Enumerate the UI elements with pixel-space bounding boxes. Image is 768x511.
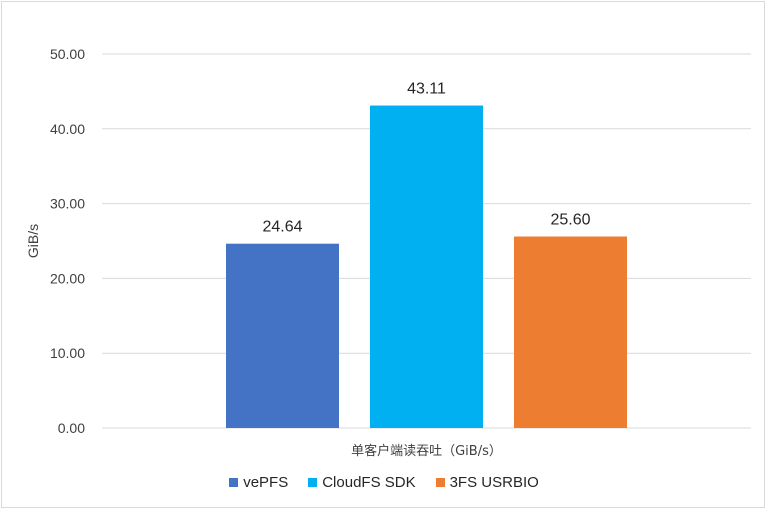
y-tick-label: 0.00 xyxy=(58,420,85,436)
bar-chart: 0.00 10.00 20.00 30.00 40.00 50.00 GiB/s 24.6… xyxy=(25,46,751,459)
bar-cloudfs-sdk xyxy=(370,105,483,428)
y-axis-title: GiB/s xyxy=(25,224,41,258)
y-tick-label: 30.00 xyxy=(50,196,85,212)
bars xyxy=(226,105,627,428)
legend-item-3fs-usrbio: 3FS USRBIO xyxy=(435,474,539,491)
legend-swatch-cloudfs-sdk xyxy=(308,478,318,487)
legend-swatch-3fs-usrbio xyxy=(435,478,445,487)
data-label: 25.60 xyxy=(550,212,590,229)
category-label: 单客户端读吞吐（GiB/s） xyxy=(351,443,502,459)
y-tick-label: 10.00 xyxy=(50,345,85,361)
legend-item-vepfs: vePFS xyxy=(229,474,288,491)
data-labels: 24.64 43.11 25.60 xyxy=(262,81,590,236)
y-tick-label: 40.00 xyxy=(50,121,85,137)
legend-swatch-vepfs xyxy=(229,478,239,487)
y-tick-label: 20.00 xyxy=(50,270,85,286)
legend-label-3fs-usrbio: 3FS USRBIO xyxy=(449,474,539,491)
legend-label-vepfs: vePFS xyxy=(243,474,289,491)
y-tick-label: 50.00 xyxy=(50,46,85,62)
data-label: 43.11 xyxy=(407,81,446,98)
legend-label-cloudfs-sdk: CloudFS SDK xyxy=(322,474,416,491)
legend: vePFS CloudFS SDK 3FS USRBIO xyxy=(0,474,768,491)
bar-3fs-usrbio xyxy=(514,236,627,428)
bar-vepfs xyxy=(226,243,339,428)
data-label: 24.64 xyxy=(262,219,302,236)
y-axis-ticks: 0.00 10.00 20.00 30.00 40.00 50.00 xyxy=(50,46,85,436)
legend-item-cloudfs-sdk: CloudFS SDK xyxy=(308,474,416,491)
